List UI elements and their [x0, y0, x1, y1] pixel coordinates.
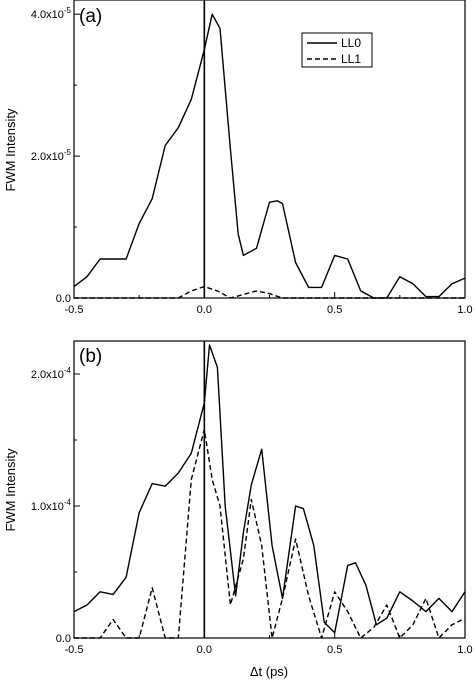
panel-b-series-ll1: [74, 428, 466, 639]
panel-b-x-tick-label: 0.5: [327, 644, 342, 656]
panel-b-x-tick-label: 1.0: [457, 644, 472, 656]
panel-b: (b) FWM Intensity -0.5 0.0 0.5 1.00.01.0x10…: [3, 340, 473, 656]
panel-a-series-ll1: [74, 285, 465, 299]
panel-a-x-tick-label: 0.5: [327, 304, 342, 316]
panel-a-label: (a): [79, 6, 102, 27]
panel-b-x-tick-label: 0.0: [197, 644, 212, 656]
legend-box: [301, 32, 373, 68]
x-axis-label: Δt (ps): [250, 664, 288, 679]
panel-b-y-tick-label: 1.0x10-4: [31, 498, 72, 513]
panel-b-y-tick-label: 0.0: [56, 633, 71, 645]
panel-a-y-tick-label: 2.0x10-5: [31, 148, 72, 163]
legend: LL0 LL1: [301, 32, 373, 68]
panel-a-series-ll0: [73, 13, 466, 299]
panel-a-y-tick-label: 4.0x10-5: [31, 6, 72, 21]
panel-a-x-tick-label: 1.0: [457, 304, 472, 316]
legend-ll0-label: LL0: [341, 36, 361, 50]
panel-a-y-tick-label: 0.0: [56, 293, 71, 305]
panel-b-y-tick-label: 2.0x10-4: [31, 366, 72, 381]
panel-a-x-tick-label: -0.5: [65, 304, 84, 316]
panel-b-y-axis-label: FWM Intensity: [3, 448, 18, 532]
panel-b-x-tick-label: -0.5: [65, 644, 84, 656]
panel-a-frame: [73, 0, 466, 299]
panel-b-frame: [73, 340, 466, 639]
panel-a-y-axis-label: FWM Intensity: [3, 108, 18, 192]
panel-a: (a) FWM Intensity -0.5 0.0 0.5 1.00.02.0x10…: [3, 0, 473, 316]
panel-b-series-ll0: [73, 344, 466, 634]
legend-ll1-label: LL1: [341, 52, 361, 66]
panel-b-label: (b): [79, 346, 102, 367]
panel-a-x-tick-label: 0.0: [197, 304, 212, 316]
